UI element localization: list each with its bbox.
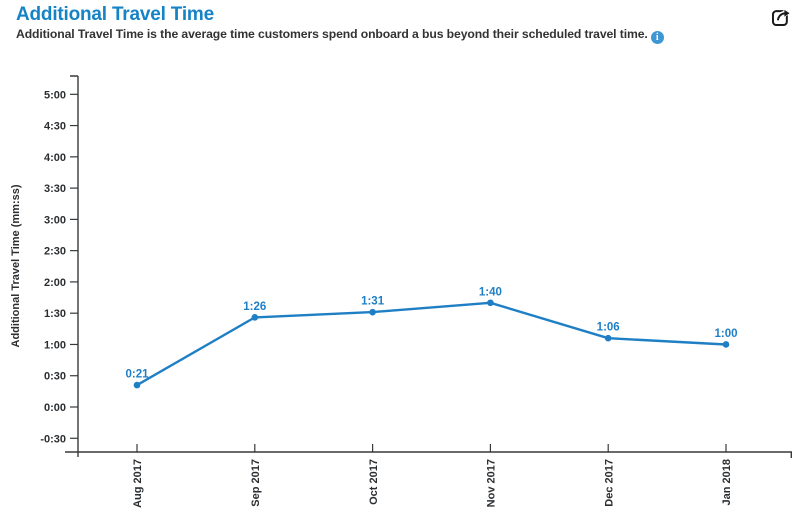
y-tick-label: 3:00 bbox=[44, 214, 66, 226]
y-tick-label: 1:30 bbox=[44, 308, 66, 320]
y-tick-label: 4:00 bbox=[44, 152, 66, 164]
y-tick-label: 0:30 bbox=[44, 371, 66, 383]
share-button[interactable] bbox=[769, 6, 793, 30]
data-point[interactable] bbox=[369, 308, 376, 316]
y-tick-label: 1:00 bbox=[44, 339, 66, 351]
data-point-label: 0:21 bbox=[125, 369, 149, 381]
data-point[interactable] bbox=[487, 299, 494, 307]
data-point-label: 1:31 bbox=[361, 296, 385, 308]
info-icon[interactable]: i bbox=[650, 31, 664, 44]
y-tick-label: -0:30 bbox=[40, 433, 66, 445]
y-tick-label: 2:30 bbox=[44, 246, 66, 258]
x-tick-label: Nov 2017 bbox=[486, 459, 498, 507]
y-tick-label: 2:00 bbox=[44, 277, 66, 289]
chart-description-text: Additional Travel Time is the average ti… bbox=[16, 27, 648, 41]
data-point-label: 1:40 bbox=[479, 286, 502, 298]
share-icon bbox=[771, 8, 791, 27]
x-tick-label: Aug 2017 bbox=[132, 459, 144, 508]
y-axis-title: Additional Travel Time (mm:ss) bbox=[10, 184, 22, 347]
y-tick-label: 5:00 bbox=[44, 89, 66, 101]
x-tick-label: Oct 2017 bbox=[368, 459, 380, 505]
y-axis bbox=[70, 75, 79, 457]
x-tick-label: Sep 2017 bbox=[250, 459, 262, 507]
data-point[interactable] bbox=[604, 334, 612, 342]
data-point[interactable] bbox=[722, 341, 730, 348]
data-point[interactable] bbox=[133, 381, 141, 389]
data-point-label: 1:00 bbox=[714, 328, 737, 340]
data-point-label: 1:26 bbox=[243, 301, 266, 313]
series-line bbox=[135, 301, 728, 387]
y-tick-label: 4:30 bbox=[44, 121, 66, 133]
y-tick-label: 0:00 bbox=[44, 402, 66, 414]
y-tick-label: 3:30 bbox=[44, 183, 66, 195]
chart-description: Additional Travel Time is the average ti… bbox=[16, 27, 664, 44]
data-point-label: 1:06 bbox=[597, 322, 620, 334]
x-tick-label: Jan 2018 bbox=[721, 459, 733, 505]
x-tick-label: Dec 2017 bbox=[603, 459, 615, 507]
page-title: Additional Travel Time bbox=[16, 4, 214, 25]
data-point[interactable] bbox=[251, 314, 259, 321]
x-axis bbox=[65, 451, 792, 458]
